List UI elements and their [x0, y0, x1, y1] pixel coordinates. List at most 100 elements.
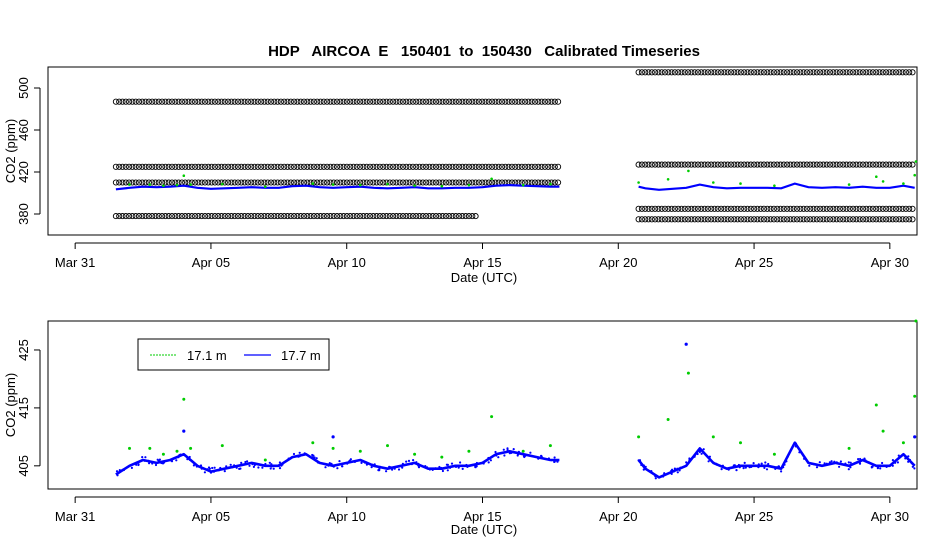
- calibration-point: [718, 205, 725, 212]
- calibration-point: [810, 69, 817, 76]
- calibration-point: [386, 163, 393, 170]
- series-17-7-point: [863, 457, 866, 460]
- calibration-point: [873, 69, 880, 76]
- x-tick-label: Apr 15: [463, 509, 501, 524]
- calibration-point: [452, 213, 459, 220]
- calibration-point: [340, 213, 347, 220]
- calibration-point: [168, 213, 176, 220]
- series-17-7-point: [177, 456, 180, 459]
- series-17-7-point: [676, 471, 679, 474]
- calibration-point: [297, 163, 304, 170]
- calibration-point: [694, 161, 702, 168]
- y-tick-label: 500: [16, 77, 31, 99]
- calibration-segment: [112, 179, 562, 186]
- calibration-point: [380, 213, 387, 220]
- series-17-7-point: [512, 448, 515, 451]
- calibration-point: [708, 69, 715, 76]
- series-17-7-point: [269, 467, 272, 470]
- calibration-point: [393, 98, 400, 105]
- calibration-point: [873, 216, 880, 223]
- series-17-7-point: [737, 463, 741, 467]
- calibration-point: [869, 216, 876, 223]
- series-17-7-point: [393, 467, 396, 470]
- calibration-point: [251, 163, 258, 170]
- calibration-point: [734, 69, 741, 76]
- calibration-segment: [635, 161, 916, 168]
- calibration-point: [708, 216, 715, 223]
- series-17-7-point: [360, 461, 363, 464]
- series-17-7-point: [358, 459, 361, 462]
- calibration-point: [906, 216, 913, 223]
- calibration-point: [155, 213, 162, 220]
- calibration-point: [691, 216, 698, 223]
- ambient-point-17-1: [913, 173, 916, 177]
- series-17-7-point: [642, 468, 645, 471]
- series-17-7-point: [859, 457, 862, 461]
- calibration-point: [155, 163, 162, 170]
- calibration-point: [535, 98, 542, 105]
- calibration-point: [340, 98, 347, 105]
- x-tick-label: Apr 15: [463, 255, 501, 270]
- series-17-7-point: [272, 467, 275, 470]
- calibration-point: [399, 98, 407, 105]
- series-17-7-point: [777, 465, 781, 468]
- series-17-7-point: [379, 465, 382, 468]
- calibration-point: [228, 163, 235, 170]
- series-17-7-point: [330, 462, 333, 465]
- series-17-7-point: [679, 466, 682, 469]
- series-17-7-point: [735, 469, 738, 472]
- calibration-point: [892, 205, 900, 212]
- calibration-point: [419, 179, 426, 186]
- calibration-point: [638, 205, 645, 212]
- calibration-point: [479, 163, 486, 170]
- x-tick-label: Mar 31: [55, 255, 95, 270]
- series-17-7-point: [465, 463, 468, 467]
- series-17-7-point: [334, 464, 337, 467]
- calibration-point: [551, 163, 558, 170]
- calibration-point: [551, 179, 558, 186]
- series-17-7-point: [223, 470, 226, 473]
- calibration-point: [665, 216, 672, 223]
- calibration-point: [145, 98, 152, 105]
- calibration-point: [658, 216, 665, 223]
- x-tick-label: Apr 20: [599, 509, 637, 524]
- calibration-point: [264, 163, 271, 170]
- series-17-7-point: [907, 460, 910, 463]
- calibration-point: [261, 163, 268, 170]
- ambient-point-17-1: [467, 183, 471, 187]
- series-17-7-point: [815, 466, 819, 469]
- calibration-point: [770, 205, 777, 212]
- calibration-point: [287, 179, 294, 186]
- series-17-7-point: [148, 462, 151, 465]
- calibration-segment: [112, 163, 562, 170]
- calibration-point: [225, 98, 232, 105]
- calibration-point: [876, 216, 883, 223]
- calibration-point: [741, 216, 748, 223]
- ambient-point-17-1: [221, 182, 224, 186]
- calibration-point: [515, 163, 522, 170]
- ambient-point-17-1: [264, 185, 267, 188]
- ambient-point-17-1: [914, 160, 918, 163]
- calibration-point: [850, 216, 857, 223]
- calibration-point: [675, 69, 682, 76]
- calibration-point: [681, 216, 688, 223]
- calibration-point: [112, 163, 119, 170]
- series-17-7-point: [644, 465, 647, 468]
- series-17-7-point: [450, 462, 454, 465]
- series-17-7-line: [115, 449, 560, 476]
- series-17-7-point: [209, 471, 213, 474]
- calibration-point: [859, 216, 867, 223]
- series-17-7-point: [459, 461, 462, 464]
- calibration-point: [655, 161, 662, 168]
- series-17-7-point: [135, 463, 138, 466]
- series-17-7-point: [141, 456, 144, 459]
- calibration-point: [866, 69, 873, 76]
- calibration-point: [793, 161, 801, 168]
- series-17-7-point: [246, 460, 249, 463]
- calibration-point: [271, 179, 278, 186]
- y-tick-label: 415: [16, 397, 31, 419]
- calibration-point: [419, 213, 426, 220]
- calibration-point: [652, 216, 659, 223]
- calibration-point: [327, 179, 334, 186]
- calibration-point: [777, 205, 784, 212]
